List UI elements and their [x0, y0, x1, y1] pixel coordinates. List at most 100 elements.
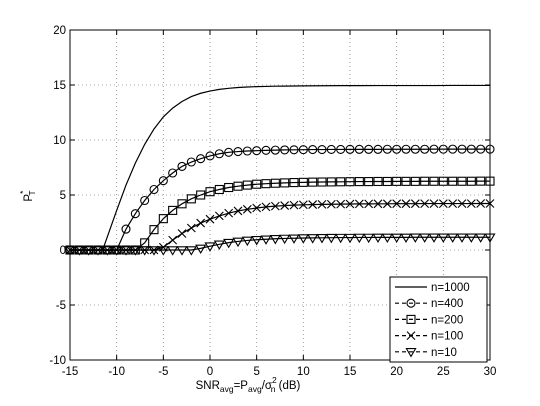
data-point-n-100 — [224, 208, 234, 218]
data-point-n-100 — [326, 199, 336, 209]
data-point-n-100 — [382, 199, 392, 209]
series-layer — [64, 84, 496, 256]
data-point-n-100 — [336, 199, 346, 209]
data-point-n-400 — [429, 144, 439, 154]
data-point-n-200 — [168, 205, 178, 215]
x-axis-label: SNRavg=Pavg/σ2 n (dB) — [196, 375, 301, 394]
legend-entry-n-400: n=400 — [395, 298, 463, 310]
data-point-n-200 — [457, 176, 467, 186]
data-point-n-100 — [205, 214, 215, 224]
data-point-n-200 — [382, 176, 392, 187]
data-point-n-200 — [317, 177, 327, 187]
y-tick-label: 5 — [60, 190, 66, 202]
data-point-n-400 — [280, 145, 290, 155]
data-point-n-400 — [476, 144, 486, 154]
data-point-n-200 — [420, 176, 430, 186]
data-point-n-400 — [158, 176, 168, 186]
data-point-n-10 — [120, 246, 132, 256]
legend-label: n=200 — [431, 314, 463, 326]
data-point-n-100 — [280, 201, 290, 210]
legend-entry-n-1000: n=1000 — [395, 282, 470, 294]
data-point-n-10 — [157, 246, 169, 256]
legend-entry-n-10: n=10 — [395, 347, 457, 359]
data-point-n-100 — [261, 202, 271, 212]
data-point-n-200 — [224, 182, 234, 193]
data-point-n-10 — [465, 233, 477, 243]
y-tick-label: 10 — [53, 135, 66, 147]
x-tick-label: 30 — [484, 366, 497, 378]
data-point-n-200 — [392, 176, 402, 186]
data-point-n-10 — [92, 246, 104, 256]
data-point-n-200 — [214, 184, 224, 195]
data-point-n-200 — [476, 176, 486, 186]
data-point-n-400 — [466, 144, 476, 154]
data-point-n-400 — [420, 144, 430, 154]
data-point-n-100 — [289, 200, 299, 210]
data-point-n-10 — [129, 246, 141, 256]
data-point-n-100 — [317, 199, 327, 209]
data-point-n-10 — [139, 246, 151, 256]
legend-marker — [405, 348, 417, 358]
legend: n=1000 n=400 n=200 n=100 n=10 — [389, 276, 488, 363]
data-point-n-100 — [429, 199, 439, 208]
data-point-n-10 — [223, 238, 235, 249]
data-point-n-400 — [345, 144, 355, 154]
data-point-n-10 — [428, 233, 440, 243]
data-point-n-200 — [364, 177, 374, 187]
data-point-n-10 — [381, 233, 393, 244]
data-point-n-400 — [289, 145, 299, 155]
data-point-n-100 — [345, 199, 355, 209]
data-point-n-100 — [252, 203, 262, 213]
series-line-n-10 — [70, 236, 490, 251]
y-axis-label: P*T — [18, 190, 37, 202]
data-point-n-10 — [73, 246, 85, 256]
data-point-n-100 — [420, 199, 430, 208]
series-line-n-400 — [70, 148, 490, 251]
data-point-n-400 — [233, 147, 243, 157]
data-point-n-400 — [177, 161, 187, 171]
data-point-n-200 — [401, 176, 411, 186]
data-point-n-10 — [279, 234, 291, 245]
data-point-n-10 — [409, 233, 421, 243]
data-point-n-10 — [437, 233, 449, 243]
data-point-n-200 — [252, 179, 262, 189]
data-point-n-400 — [382, 144, 392, 154]
data-point-n-200 — [233, 181, 243, 191]
data-point-n-10 — [167, 246, 179, 256]
data-point-n-400 — [326, 144, 336, 155]
x-tick-label: -5 — [158, 366, 168, 378]
data-point-n-400 — [196, 154, 206, 164]
data-point-n-100 — [354, 199, 364, 209]
data-point-n-100 — [401, 199, 411, 209]
data-point-n-400 — [392, 144, 402, 154]
legend-marker — [406, 298, 416, 308]
data-point-n-200 — [448, 176, 458, 186]
data-point-n-400 — [317, 145, 327, 155]
data-point-n-400 — [457, 144, 467, 154]
data-point-n-10 — [335, 233, 347, 244]
x-tick-label: 5 — [253, 366, 259, 378]
data-point-n-400 — [308, 145, 318, 155]
data-point-n-10 — [251, 236, 263, 246]
data-point-n-200 — [242, 180, 252, 190]
data-point-n-400 — [186, 157, 196, 167]
data-point-n-400 — [298, 145, 308, 155]
data-point-n-10 — [148, 246, 160, 256]
data-point-n-100 — [196, 218, 206, 228]
data-point-n-10 — [297, 234, 309, 244]
data-point-n-10 — [241, 236, 253, 247]
data-point-n-100 — [298, 200, 308, 210]
legend-marker — [406, 331, 416, 340]
data-point-n-10 — [316, 234, 328, 244]
data-point-n-100 — [233, 206, 243, 216]
data-point-n-10 — [391, 233, 403, 244]
data-point-n-100 — [373, 199, 383, 209]
y-tick-label: -5 — [56, 300, 66, 312]
data-point-n-400 — [401, 144, 411, 154]
data-point-n-100 — [466, 199, 476, 208]
data-point-n-100 — [270, 201, 280, 211]
data-point-n-100 — [448, 199, 458, 208]
data-point-n-200 — [149, 225, 159, 235]
